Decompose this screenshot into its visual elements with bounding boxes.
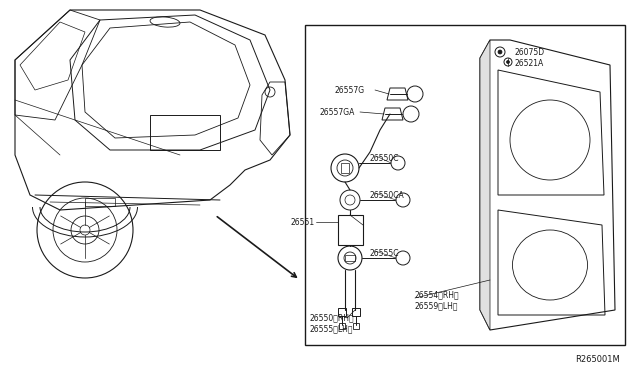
Polygon shape <box>480 40 490 330</box>
Bar <box>150 115 220 150</box>
Bar <box>352 308 360 316</box>
Text: 26550〈RH〉: 26550〈RH〉 <box>310 314 355 323</box>
Text: R265001M: R265001M <box>575 356 620 365</box>
Bar <box>345 255 355 261</box>
Bar <box>339 323 345 329</box>
Bar <box>338 308 346 316</box>
Bar <box>85 198 115 206</box>
Text: 26551: 26551 <box>291 218 315 227</box>
Circle shape <box>506 61 509 64</box>
Text: 26554〈RH〉: 26554〈RH〉 <box>415 291 460 299</box>
Text: 26557G: 26557G <box>335 86 365 94</box>
Text: 26557GA: 26557GA <box>320 108 355 116</box>
Text: 26550CA: 26550CA <box>370 190 404 199</box>
Bar <box>305 25 625 345</box>
Bar <box>341 163 349 173</box>
Circle shape <box>498 50 502 54</box>
Bar <box>338 215 363 245</box>
Text: 26559〈LH〉: 26559〈LH〉 <box>415 301 458 311</box>
Text: 26075D: 26075D <box>515 48 545 57</box>
Text: 26555〈LH〉: 26555〈LH〉 <box>310 324 353 334</box>
Text: 26521A: 26521A <box>515 58 544 67</box>
Text: 26555C: 26555C <box>370 248 399 257</box>
Text: 26550C: 26550C <box>370 154 399 163</box>
Bar <box>353 323 359 329</box>
